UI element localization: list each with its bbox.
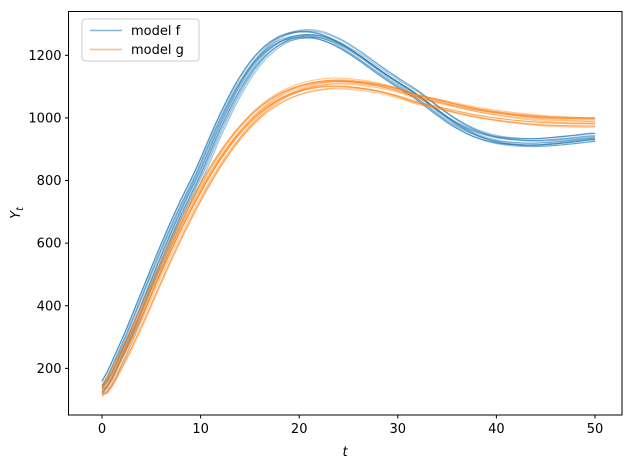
y-tick-label: 200 (37, 362, 62, 377)
y-tick-label: 400 (37, 299, 62, 314)
series-model-g (101, 77, 596, 398)
x-tick-label: 20 (291, 422, 308, 437)
legend-label-model-g: model g (131, 43, 184, 58)
legend-item-model-g: model g (90, 43, 184, 58)
ensemble-line-model-g (101, 77, 595, 389)
ensemble-line-model-f (101, 34, 595, 386)
ensemble-line-model-f (101, 30, 596, 387)
ensemble-line-model-g (101, 80, 595, 386)
x-tick-label: 50 (587, 422, 604, 437)
ensemble-line-model-f (101, 31, 596, 382)
x-tick-label: 30 (390, 422, 407, 437)
ensemble-line-model-g (101, 88, 596, 398)
ensemble-line-model-f (101, 37, 596, 394)
ensemble-line-model-f (101, 33, 596, 393)
ensemble-line-model-g (101, 80, 595, 386)
ensemble-line-model-f (101, 31, 596, 382)
x-axis-ticks: 0 10 20 30 40 50 (98, 415, 603, 437)
x-tick-label: 0 (98, 422, 106, 437)
plot-area (68, 11, 622, 415)
ensemble-line-model-f (101, 36, 595, 388)
ensemble-line-model-g (101, 80, 596, 393)
ensemble-line-model-g (101, 79, 595, 390)
y-tick-label: 1200 (28, 49, 61, 64)
ensemble-line-model-f (101, 34, 596, 391)
ensemble-line-model-g (101, 79, 595, 388)
ensemble-line-model-g (101, 87, 595, 396)
ensemble-line-model-f (101, 36, 596, 393)
ensemble-line-model-f (101, 36, 596, 394)
legend-label-model-f: model f (131, 24, 181, 39)
ensemble-line-model-f (101, 36, 596, 389)
series-model-f (101, 29, 596, 394)
legend-item-model-f: model f (90, 24, 181, 39)
legend-box (81, 18, 200, 62)
legend: model f model g (81, 18, 200, 62)
ensemble-line-model-f (101, 30, 596, 383)
axes-frame (68, 11, 623, 416)
ensemble-line-model-g (101, 85, 595, 393)
ensemble-line-model-g (101, 83, 596, 393)
y-tick-label: 1000 (28, 111, 61, 126)
y-tick-label: 800 (37, 174, 62, 189)
y-axis-label: Yt (9, 206, 26, 219)
ensemble-line-model-f (101, 34, 596, 390)
x-tick-label: 10 (192, 422, 209, 437)
ensemble-line-model-g (101, 82, 596, 395)
ensemble-line-model-g (101, 85, 595, 394)
x-axis-label: t (342, 445, 348, 460)
x-tick-label: 40 (488, 422, 505, 437)
y-tick-label: 600 (37, 237, 62, 252)
y-axis-ticks: 200 400 600 800 1000 1200 (28, 49, 69, 377)
ensemble-line-model-g (101, 85, 595, 396)
ensemble-line-model-g (101, 80, 596, 389)
ensemble-line-model-f (101, 29, 596, 389)
